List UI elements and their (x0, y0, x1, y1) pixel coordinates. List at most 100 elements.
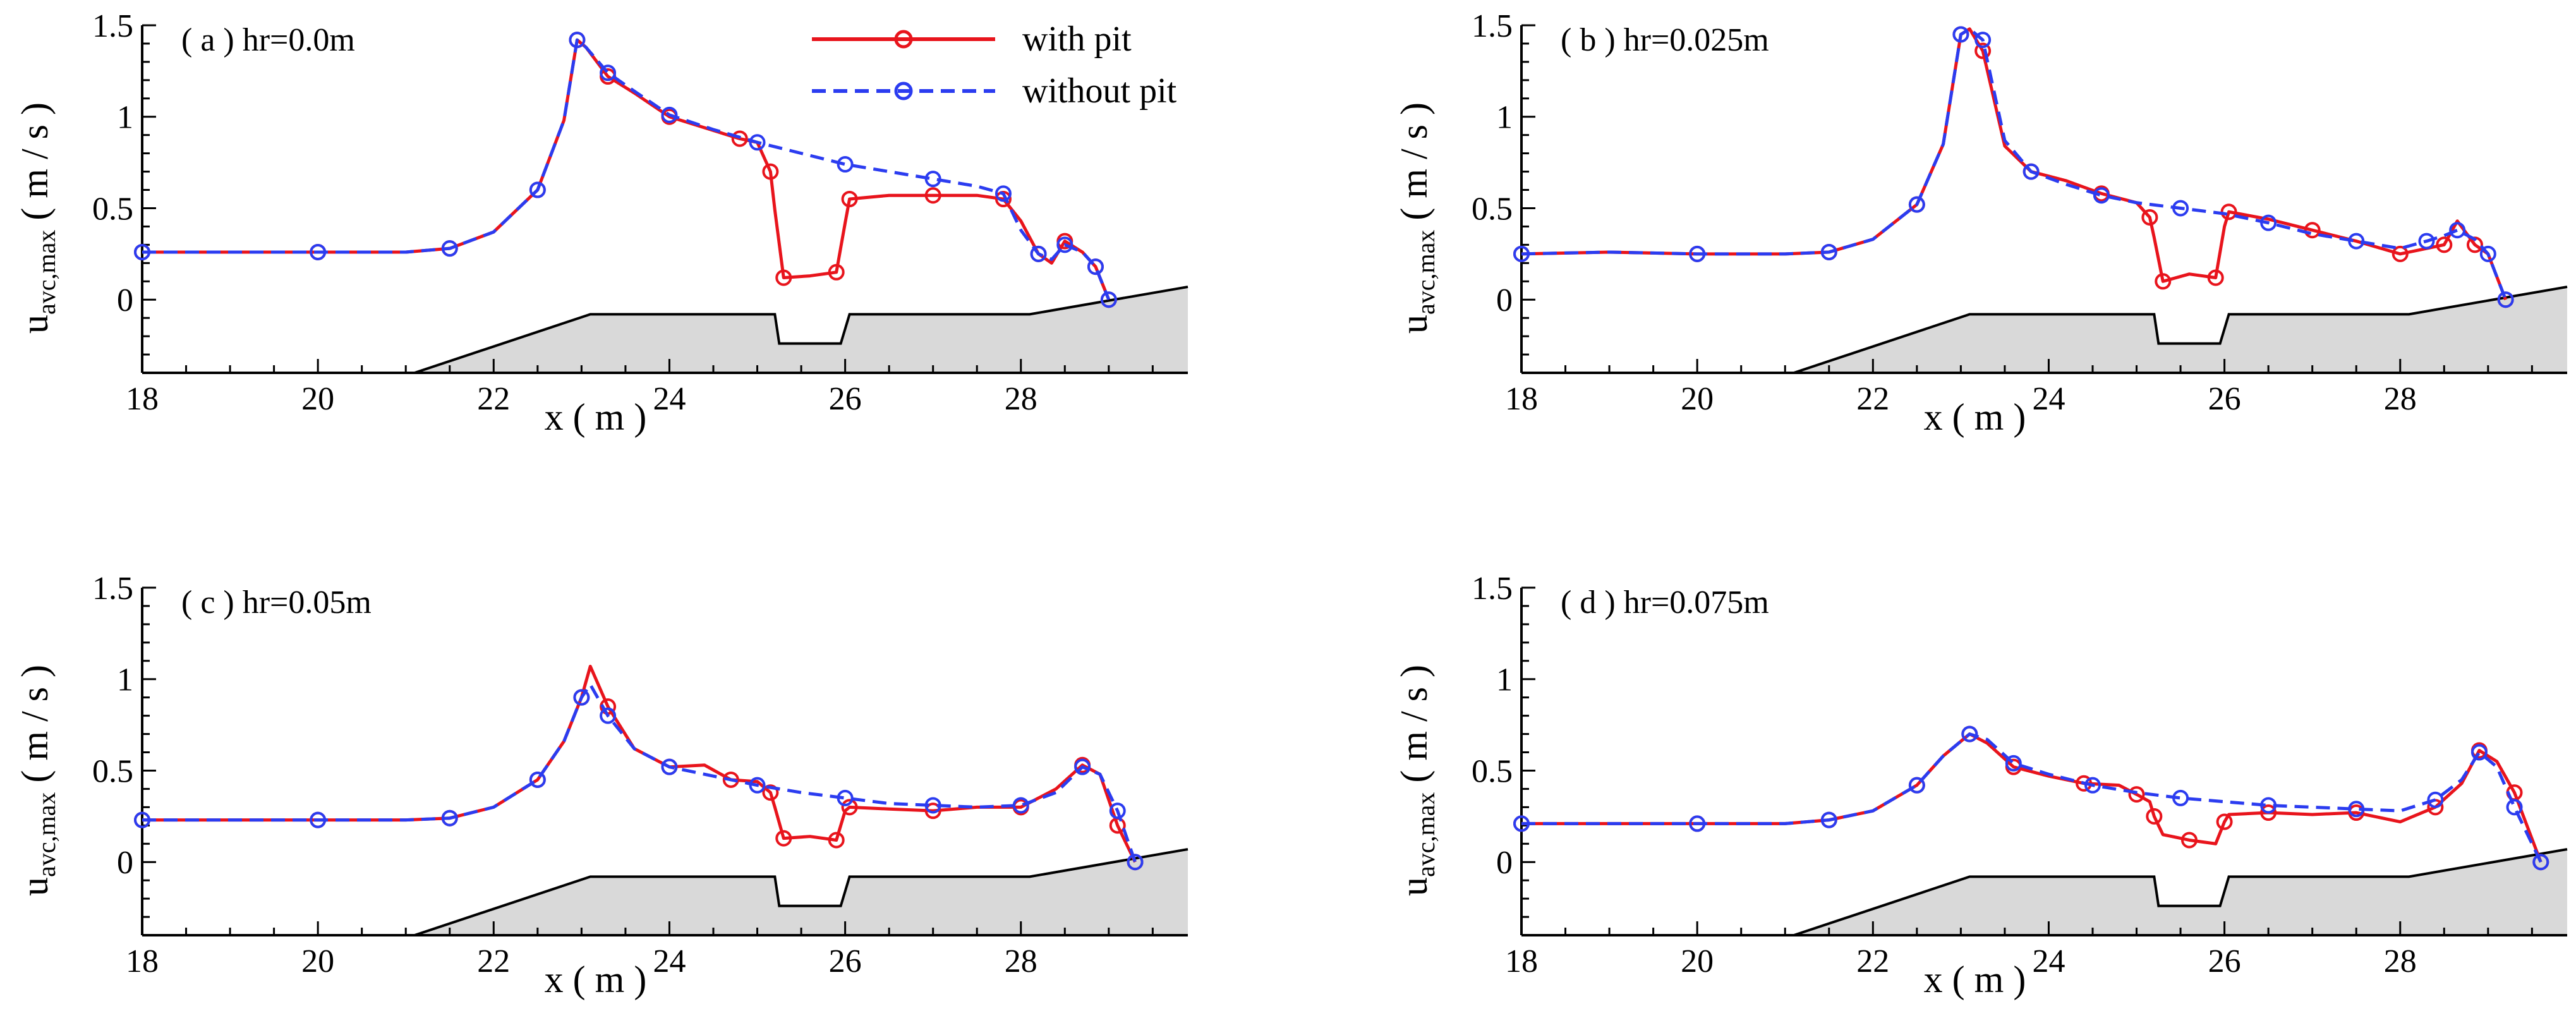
data-point-without-pit-d (1689, 815, 1706, 832)
x-tick-label-b: 28 (2384, 381, 2417, 417)
x-tick-label-b: 18 (1505, 381, 1538, 417)
series-line-without-pit-d (1521, 732, 2543, 863)
y-tick-label-b: 1 (1496, 100, 1513, 136)
bathymetry-fill-d (1794, 849, 2567, 935)
data-point-without-pit-b (2093, 187, 2110, 204)
x-tick-label-a: 24 (653, 381, 686, 417)
y-axis-sub-b: avc,max (1412, 230, 1440, 315)
data-point-without-pit-b (2348, 233, 2365, 250)
x-tick-label-d: 18 (1505, 943, 1538, 979)
data-point-without-pit-a (600, 64, 617, 82)
data-point-with-pit-c (762, 784, 779, 801)
data-point-without-pit-d (2506, 799, 2523, 816)
bathymetry-line-c (414, 847, 1188, 936)
y-axis-title-c: uavc,max ( m / s ) (14, 665, 61, 896)
legend-marker-without-pit (894, 82, 913, 100)
data-point-without-pit-c (924, 797, 941, 814)
data-point-without-pit-a (134, 243, 150, 260)
panel-a: 18 20 22 24 26 28 0 0.5 1 1.5 ( a ) hr=0.0m x ( m… (14, 8, 1188, 438)
data-point-without-pit-c (1012, 797, 1029, 814)
series-line-without-pit-a (142, 38, 1111, 301)
axes-b: 18 20 22 24 26 28 0 0.5 1 1.5 (1472, 8, 2567, 417)
data-point-without-pit-a (569, 32, 586, 49)
data-point-without-pit-d (1820, 811, 1837, 828)
bathymetry-fill-b (1794, 286, 2567, 373)
data-point-without-pit-b (1513, 245, 1530, 262)
data-point-with-pit-d (2216, 813, 2233, 830)
data-point-without-pit-b (1689, 245, 1706, 262)
bathymetry-fill-a (414, 286, 1188, 373)
data-point-with-pit-b (1974, 42, 1992, 59)
data-point-without-pit-c (1074, 758, 1091, 775)
x-tick-label-a: 18 (126, 381, 159, 417)
data-point-with-pit-b (2304, 222, 2321, 239)
legend-label-with-pit: with pit (1022, 20, 1132, 59)
legend-marker-with-pit (894, 30, 913, 49)
data-point-without-pit-c (1127, 854, 1144, 871)
data-point-without-pit-c (573, 689, 590, 706)
x-tick-label-c: 28 (1005, 943, 1037, 979)
data-point-without-pit-b (1974, 32, 1992, 49)
panel-label-b: ( b ) hr=0.025m (1561, 22, 1769, 58)
data-point-without-pit-d (2532, 854, 2549, 871)
data-point-without-pit-a (1100, 291, 1117, 308)
data-point-without-pit-c (441, 809, 458, 827)
data-point-with-pit-c (924, 803, 941, 820)
x-tick-label-a: 26 (829, 381, 862, 417)
data-point-without-pit-a (441, 240, 458, 257)
data-point-with-pit-a (731, 130, 748, 147)
series-line-with-pit-b (1521, 27, 2507, 301)
y-tick-label-d: 0 (1496, 845, 1513, 881)
data-point-with-pit-a (775, 269, 792, 286)
data-point-without-pit-b (2497, 291, 2514, 308)
bathymetry-line-b (1793, 285, 2568, 374)
series-line-with-pit-d (1521, 732, 2543, 863)
y-tick-label-c: 0.5 (92, 753, 133, 789)
series-b (1513, 26, 2514, 308)
data-point-with-pit-c (775, 830, 792, 847)
data-point-without-pit-d (1908, 777, 1925, 794)
x-tick-label-c: 22 (477, 943, 510, 979)
y-axis-unit-c: ( m / s ) (14, 665, 56, 792)
x-axis-title-a: x ( m ) (545, 396, 647, 438)
y-tick-label-d: 0.5 (1472, 753, 1513, 789)
bathymetry (414, 285, 1188, 374)
data-point-with-pit-b (2207, 269, 2224, 286)
data-point-without-pit-a (837, 156, 854, 173)
x-tick-label-c: 24 (653, 943, 686, 979)
x-tick-label-b: 22 (1856, 381, 1889, 417)
data-point-without-pit-a (995, 185, 1012, 202)
legend: with pit without pit (812, 20, 1177, 111)
data-point-without-pit-d (2084, 777, 2101, 794)
y-axis-title-a: uavc,max ( m / s ) (14, 102, 61, 334)
data-point-without-pit-b (1820, 243, 1837, 260)
panel-label-a: ( a ) hr=0.0m (181, 22, 355, 58)
x-tick-label-c: 18 (126, 943, 159, 979)
data-point-without-pit-a (749, 134, 766, 151)
data-point-without-pit-b (2260, 214, 2277, 231)
data-point-without-pit-c (310, 811, 327, 828)
data-point-with-pit-c (841, 799, 858, 816)
data-point-without-pit-c (1109, 803, 1126, 820)
y-tick-label-d: 1 (1496, 662, 1513, 698)
data-point-without-pit-b (1908, 196, 1925, 213)
bathymetry (414, 847, 1188, 936)
y-tick-label-c: 0 (117, 845, 133, 881)
data-point-without-pit-d (2260, 797, 2277, 814)
series-a (134, 32, 1117, 308)
data-point-without-pit-c (749, 777, 766, 794)
data-point-without-pit-d (2427, 791, 2444, 808)
data-point-without-pit-d (2005, 754, 2022, 772)
data-point-without-pit-b (2023, 163, 2040, 180)
data-point-without-pit-a (924, 171, 941, 188)
series-c (134, 664, 1144, 871)
bathymetry-fill-c (414, 849, 1188, 935)
y-axis-unit-b: ( m / s ) (1393, 102, 1435, 230)
y-tick-label-b: 0.5 (1472, 191, 1513, 227)
y-axis-title-b: uavc,max ( m / s ) (1393, 102, 1440, 334)
x-tick-label-b: 26 (2208, 381, 2241, 417)
y-tick-label-a: 1.5 (92, 8, 133, 44)
y-axis-sub-c: avc,max (32, 792, 61, 877)
legend-label-without-pit: without pit (1022, 71, 1177, 111)
x-tick-label-b: 24 (2032, 381, 2065, 417)
